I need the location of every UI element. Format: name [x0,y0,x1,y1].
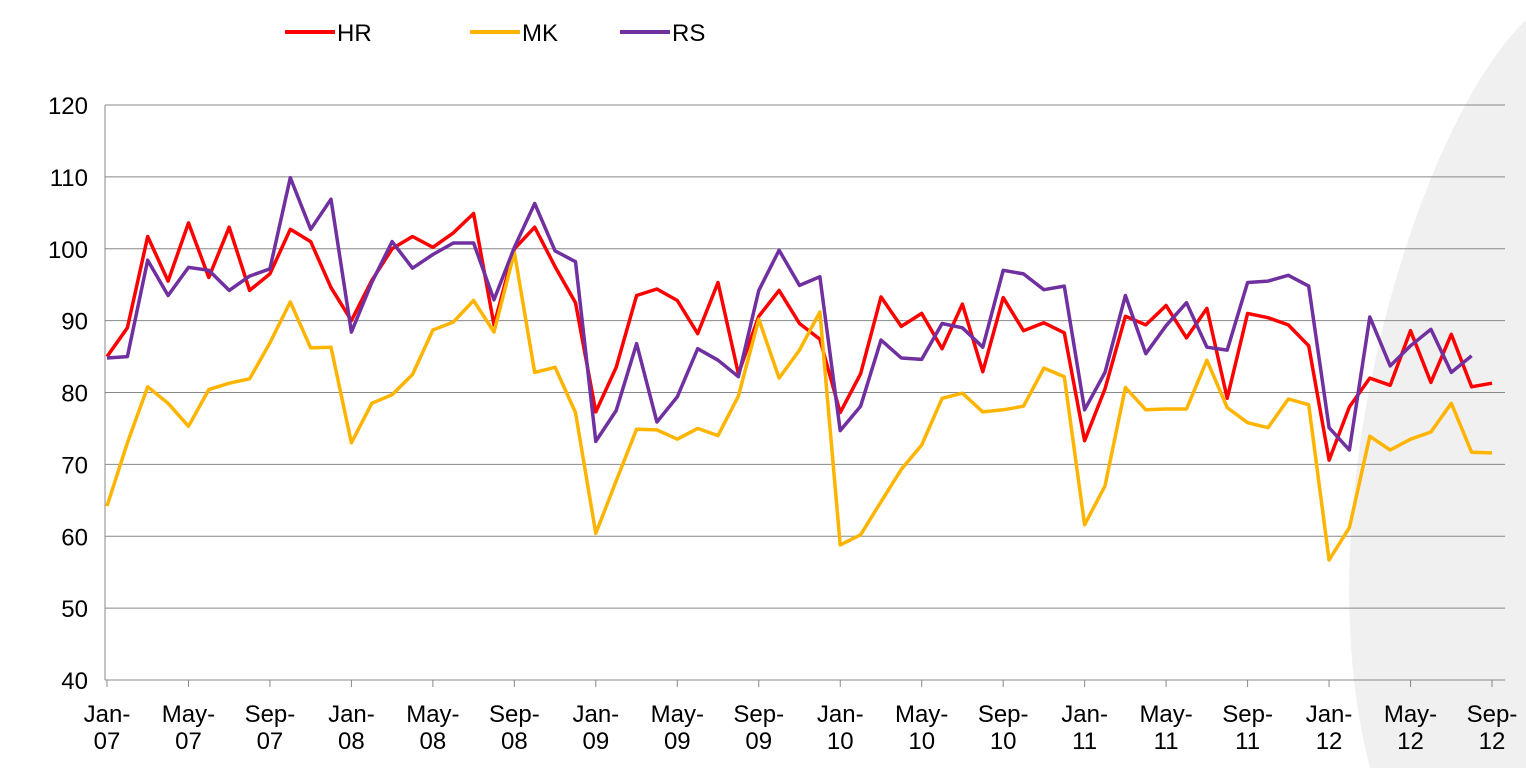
x-tick-label-line: 12 [1479,728,1506,755]
x-tick-label-line: Jan- [328,701,375,728]
x-tick-label-line: Jan- [817,701,864,728]
x-tick-label: Jan-07 [84,701,131,755]
y-tick-label: 40 [61,668,88,695]
x-tick-label-line: May- [162,701,215,728]
y-tick-label: 70 [61,452,88,479]
x-tick-label-line: Jan- [1306,701,1353,728]
x-tick-label-line: Sep- [1467,701,1518,728]
legend-label: RS [672,20,705,47]
x-tick-label-line: 07 [175,728,202,755]
x-tick-label-line: Jan- [1061,701,1108,728]
x-tick-label-line: Jan- [572,701,619,728]
x-tick-label-line: 09 [664,728,691,755]
x-tick-label-line: Sep- [489,701,540,728]
y-tick-label: 90 [61,309,88,336]
x-tick-label-line: 10 [908,728,935,755]
x-tick-label-line: Sep- [978,701,1029,728]
x-tick-label-line: 09 [582,728,609,755]
x-tick-label-line: 07 [94,728,121,755]
y-tick-label: 80 [61,381,88,408]
x-tick-label: May-08 [406,701,459,755]
x-tick-label-line: 08 [420,728,447,755]
x-tick-label-line: 10 [990,728,1017,755]
y-tick-label: 110 [50,165,88,192]
x-tick-label: Sep-12 [1467,701,1518,755]
x-tick-label-line: Sep- [733,701,784,728]
x-tick-label: Jan-10 [817,701,864,755]
x-tick-label-line: 08 [338,728,365,755]
x-tick-label: Sep-10 [978,701,1029,755]
series-line [105,211,1493,462]
x-tick-label-line: May- [1139,701,1192,728]
legend-label: HR [337,20,372,47]
y-tick-label: 60 [61,524,88,551]
x-tick-label: Jan-12 [1306,701,1353,755]
x-tick-label: May-11 [1139,701,1192,755]
x-tick-label: May-09 [651,701,704,755]
x-tick-label: Jan-09 [572,701,619,755]
x-tick-label-line: 08 [501,728,528,755]
x-tick-label-line: May- [406,701,459,728]
x-tick-label-line: 09 [745,728,772,755]
x-tick-label: Jan-11 [1061,701,1108,755]
x-tick-label-line: 07 [257,728,284,755]
y-tick-label: 100 [48,237,88,264]
series-line [106,175,1473,452]
background-swoosh [1349,20,1526,768]
series-line [105,250,1493,562]
legend-label: MK [522,20,558,47]
x-tick-label: Sep-07 [245,701,296,755]
y-tick-label: 50 [61,596,88,623]
x-tick-label: Jan-08 [328,701,375,755]
x-tick-label: May-07 [162,701,215,755]
x-tick-label-line: 11 [1154,728,1179,755]
x-tick-label-line: 12 [1316,728,1343,755]
x-tick-label-line: Sep- [245,701,296,728]
x-tick-label-line: Jan- [84,701,131,728]
x-tick-label-line: 11 [1072,728,1097,755]
x-tick-label-line: May- [895,701,948,728]
x-tick-label-line: May- [651,701,704,728]
x-tick-label-line: 11 [1235,728,1260,755]
x-tick-label: Sep-08 [489,701,540,755]
x-tick-label: Sep-11 [1222,701,1273,755]
x-tick-label-line: Sep- [1222,701,1273,728]
x-tick-label: Sep-09 [733,701,784,755]
x-tick-label-line: May- [1384,701,1437,728]
x-tick-label-line: 12 [1397,728,1424,755]
x-tick-label: May-10 [895,701,948,755]
x-tick-label: May-12 [1384,701,1437,755]
y-tick-label: 120 [48,93,88,120]
x-tick-label-line: 10 [827,728,854,755]
